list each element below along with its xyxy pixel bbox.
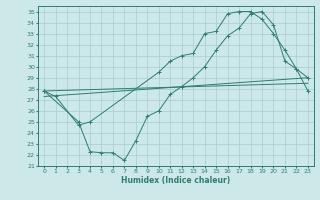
X-axis label: Humidex (Indice chaleur): Humidex (Indice chaleur): [121, 176, 231, 185]
